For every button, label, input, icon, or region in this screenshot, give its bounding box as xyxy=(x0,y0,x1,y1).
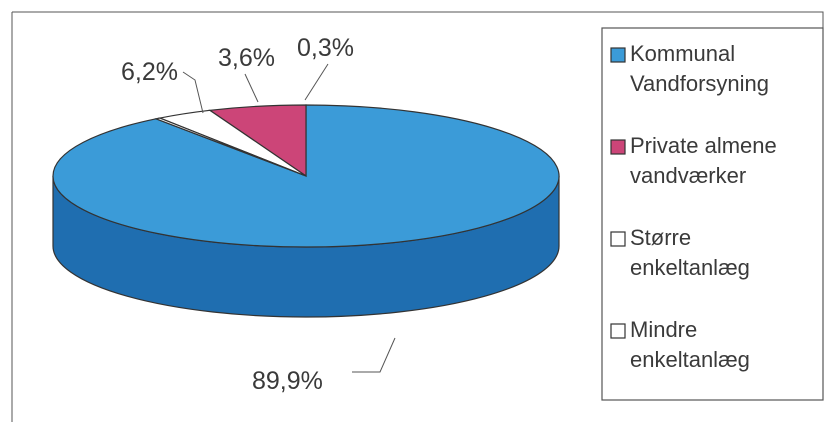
legend-label-mindre-enkeltanl-g-line-1: Mindre xyxy=(630,317,697,342)
legend-swatch-mindre-enkeltanl-g xyxy=(610,323,626,339)
leader-line-kommunal-vandforsyning xyxy=(352,337,396,373)
legend-swatch-st-rre-enkeltanl-g xyxy=(610,231,626,247)
value-label-mindre-enkeltanl-g: 0,3% xyxy=(297,34,354,62)
slice-mindre-enkeltanl-g xyxy=(153,117,307,177)
pie-group xyxy=(52,104,560,318)
legend-label-st-rre-enkeltanl-g-line-1: Større xyxy=(630,225,691,250)
value-label-private-almene-vandv-rker: 6,2% xyxy=(121,58,178,86)
legend-label-kommunal-vandforsyning-line-2: Vandforsyning xyxy=(630,71,769,96)
legend-box xyxy=(601,27,824,401)
legend-label-private-almene-vandv-rker-line-2: vandværker xyxy=(630,163,746,188)
legend-label-mindre-enkeltanl-g-line-2: enkeltanlæg xyxy=(630,347,750,372)
value-label-st-rre-enkeltanl-g: 3,6% xyxy=(218,44,275,72)
leader-line-private-almene-vandv-rker xyxy=(182,71,204,114)
leader-line-mindre-enkeltanl-g xyxy=(304,63,329,101)
legend-swatch-kommunal-vandforsyning xyxy=(610,47,626,63)
value-labels: 89,9% 6,2% 3,6% 0,3% xyxy=(121,34,396,395)
legend-label-private-almene-vandv-rker-line-1: Private almene xyxy=(630,133,777,158)
legend: Kommunal Vandforsyning Private almene vandv… xyxy=(601,27,824,401)
legend-swatch-private-almene-vandv-rker xyxy=(610,139,626,155)
legend-label-st-rre-enkeltanl-g-line-2: enkeltanlæg xyxy=(630,255,750,280)
legend-label-kommunal-vandforsyning-line-1: Kommunal xyxy=(630,41,735,66)
leader-line-st-rre-enkeltanl-g xyxy=(244,73,259,103)
value-label-kommunal-vandforsyning: 89,9% xyxy=(252,367,323,395)
